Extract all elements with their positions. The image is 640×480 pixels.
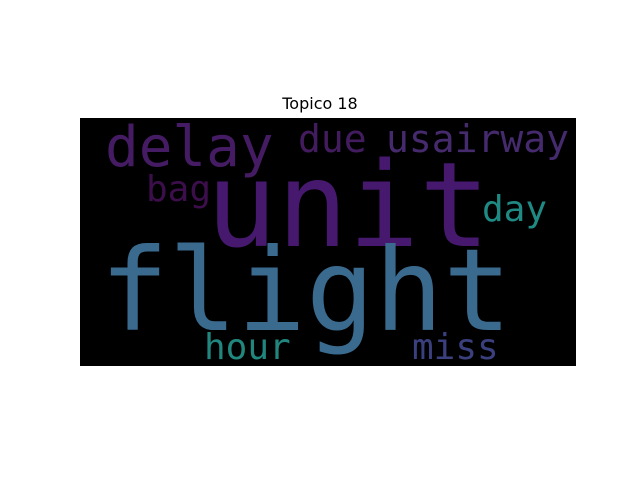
word-usairway: usairway	[386, 118, 570, 161]
word-cloud: unit flight delay due usairway bag day h…	[80, 118, 576, 366]
word-day: day	[482, 189, 548, 230]
word-delay: delay	[105, 118, 274, 180]
word-bag: bag	[146, 169, 212, 210]
word-due: due	[298, 118, 367, 161]
word-miss: miss	[412, 327, 499, 366]
word-unit: unit	[206, 136, 491, 274]
word-hour: hour	[204, 327, 291, 366]
word-flight: flight	[100, 224, 512, 357]
plot-title: Topico 18	[282, 94, 358, 113]
